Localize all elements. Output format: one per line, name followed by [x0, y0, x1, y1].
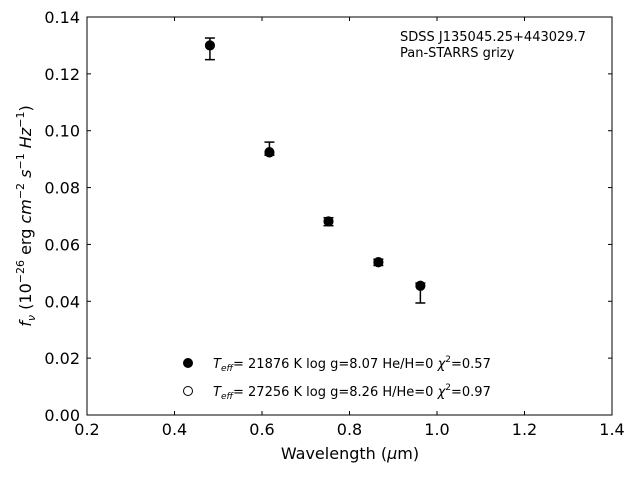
legend-2-chi: =0.97	[451, 385, 491, 400]
y-tick-label: 0.02	[44, 349, 80, 368]
x-tick-label: 1.2	[512, 420, 537, 439]
annotation-object-name: SDSS J135045.25+443029.7	[400, 30, 586, 45]
x-tick-label: 0.8	[337, 420, 362, 439]
legend-2-params: = 27256 K log g=8.26 H/He=0	[233, 385, 438, 400]
legend-label-2: Teff= 27256 K log g=8.26 H/He=0 χ2=0.97	[213, 383, 491, 402]
legend-marker-filled	[183, 358, 193, 368]
legend-marker-open	[183, 386, 193, 396]
legend: Teff= 21876 K log g=8.07 He/H=0 χ2=0.57 …	[183, 355, 491, 402]
y-tick-label: 0.08	[44, 179, 80, 198]
y-axis-label: fν (10−26 erg cm−2 s−1 Hz−1)	[14, 105, 38, 326]
x-axis-label: Wavelength (μm)	[281, 444, 419, 463]
data-point-model-1	[373, 257, 384, 268]
x-tick-label: 1.0	[424, 420, 449, 439]
y-axis: 0.00 0.02 0.04 0.06 0.08 0.10 0.12 0.14	[44, 8, 612, 425]
legend-entry-2: Teff= 27256 K log g=8.26 H/He=0 χ2=0.97	[183, 383, 491, 402]
x-tick-label: 0.2	[74, 420, 99, 439]
data-point-model-1	[415, 280, 426, 291]
legend-entry-1: Teff= 21876 K log g=8.07 He/H=0 χ2=0.57	[183, 355, 491, 374]
y-tick-label: 0.04	[44, 292, 80, 311]
legend-1-chi: =0.57	[451, 357, 491, 372]
y-tick-label: 0.06	[44, 235, 80, 254]
legend-1-params: = 21876 K log g=8.07 He/H=0	[233, 357, 438, 372]
x-tick-label: 1.4	[599, 420, 624, 439]
y-tick-label: 0.12	[44, 65, 80, 84]
axes-frame-box	[86, 16, 613, 416]
data-point-model-1	[264, 147, 275, 158]
y-tick-label: 0.10	[44, 122, 80, 141]
data-layer	[204, 37, 426, 304]
legend-label-1: Teff= 21876 K log g=8.07 He/H=0 χ2=0.57	[213, 355, 491, 374]
y-tick-label: 0.00	[44, 406, 80, 425]
y-tick-label: 0.14	[44, 8, 80, 27]
data-point-model-1	[204, 40, 215, 51]
data-point-model-1	[323, 216, 334, 227]
x-axis: 0.2 0.4 0.6 0.8 1.0 1.2 1.4	[74, 17, 625, 439]
x-tick-label: 0.4	[162, 420, 187, 439]
annotation-filters: Pan-STARRS grizy	[400, 46, 515, 61]
plot-area	[86, 16, 613, 416]
x-tick-label: 0.6	[249, 420, 274, 439]
